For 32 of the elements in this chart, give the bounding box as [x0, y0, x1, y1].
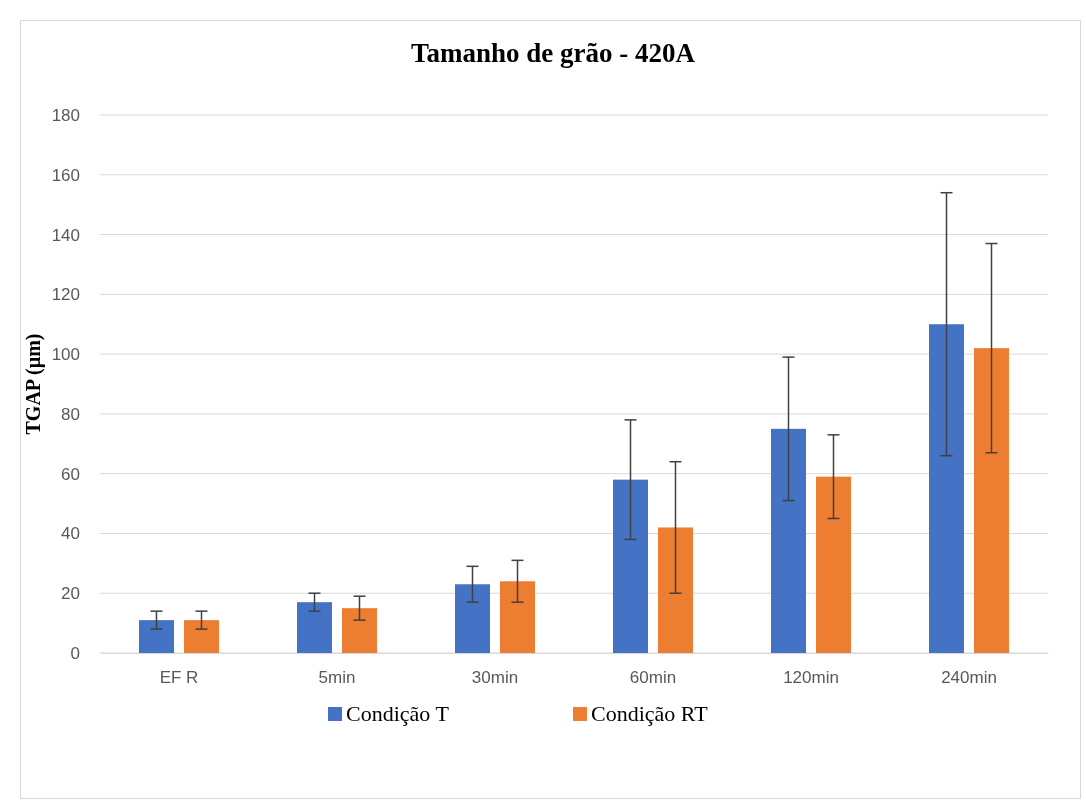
chart-title: Tamanho de grão - 420A: [410, 38, 696, 68]
bar: [816, 476, 851, 653]
bar: [455, 584, 490, 653]
bar: [974, 348, 1009, 653]
y-axis-title: TGAP (µm): [22, 333, 45, 435]
y-tick-label: 0: [70, 643, 80, 663]
legend-label: Condição T: [346, 701, 450, 726]
y-tick-label: 20: [61, 584, 80, 604]
x-tick-label: 60min: [629, 668, 677, 688]
y-tick-label: 80: [61, 404, 80, 424]
y-tick-label: 180: [51, 105, 80, 125]
y-tick-label: 60: [61, 464, 80, 484]
y-tick-label: 120: [51, 285, 80, 305]
x-tick-label: 30min: [471, 668, 519, 688]
bar: [500, 581, 535, 653]
y-tick-label: 100: [51, 345, 80, 365]
bar: [184, 620, 219, 653]
bar: [658, 527, 693, 653]
bar: [929, 324, 964, 653]
bar: [297, 602, 332, 653]
bar: [139, 620, 174, 653]
x-tick-label: 120min: [783, 668, 839, 688]
y-tick-label: 40: [61, 524, 80, 544]
x-tick-label: 5min: [318, 668, 356, 688]
y-tick-label: 160: [51, 165, 80, 185]
x-tick-label: 240min: [941, 668, 997, 688]
legend-label: Condição RT: [591, 701, 709, 726]
bar: [771, 428, 806, 653]
bar: [613, 479, 648, 653]
bar: [342, 608, 377, 653]
y-tick-label: 140: [51, 225, 80, 245]
x-tick-label: EF R: [159, 668, 199, 688]
